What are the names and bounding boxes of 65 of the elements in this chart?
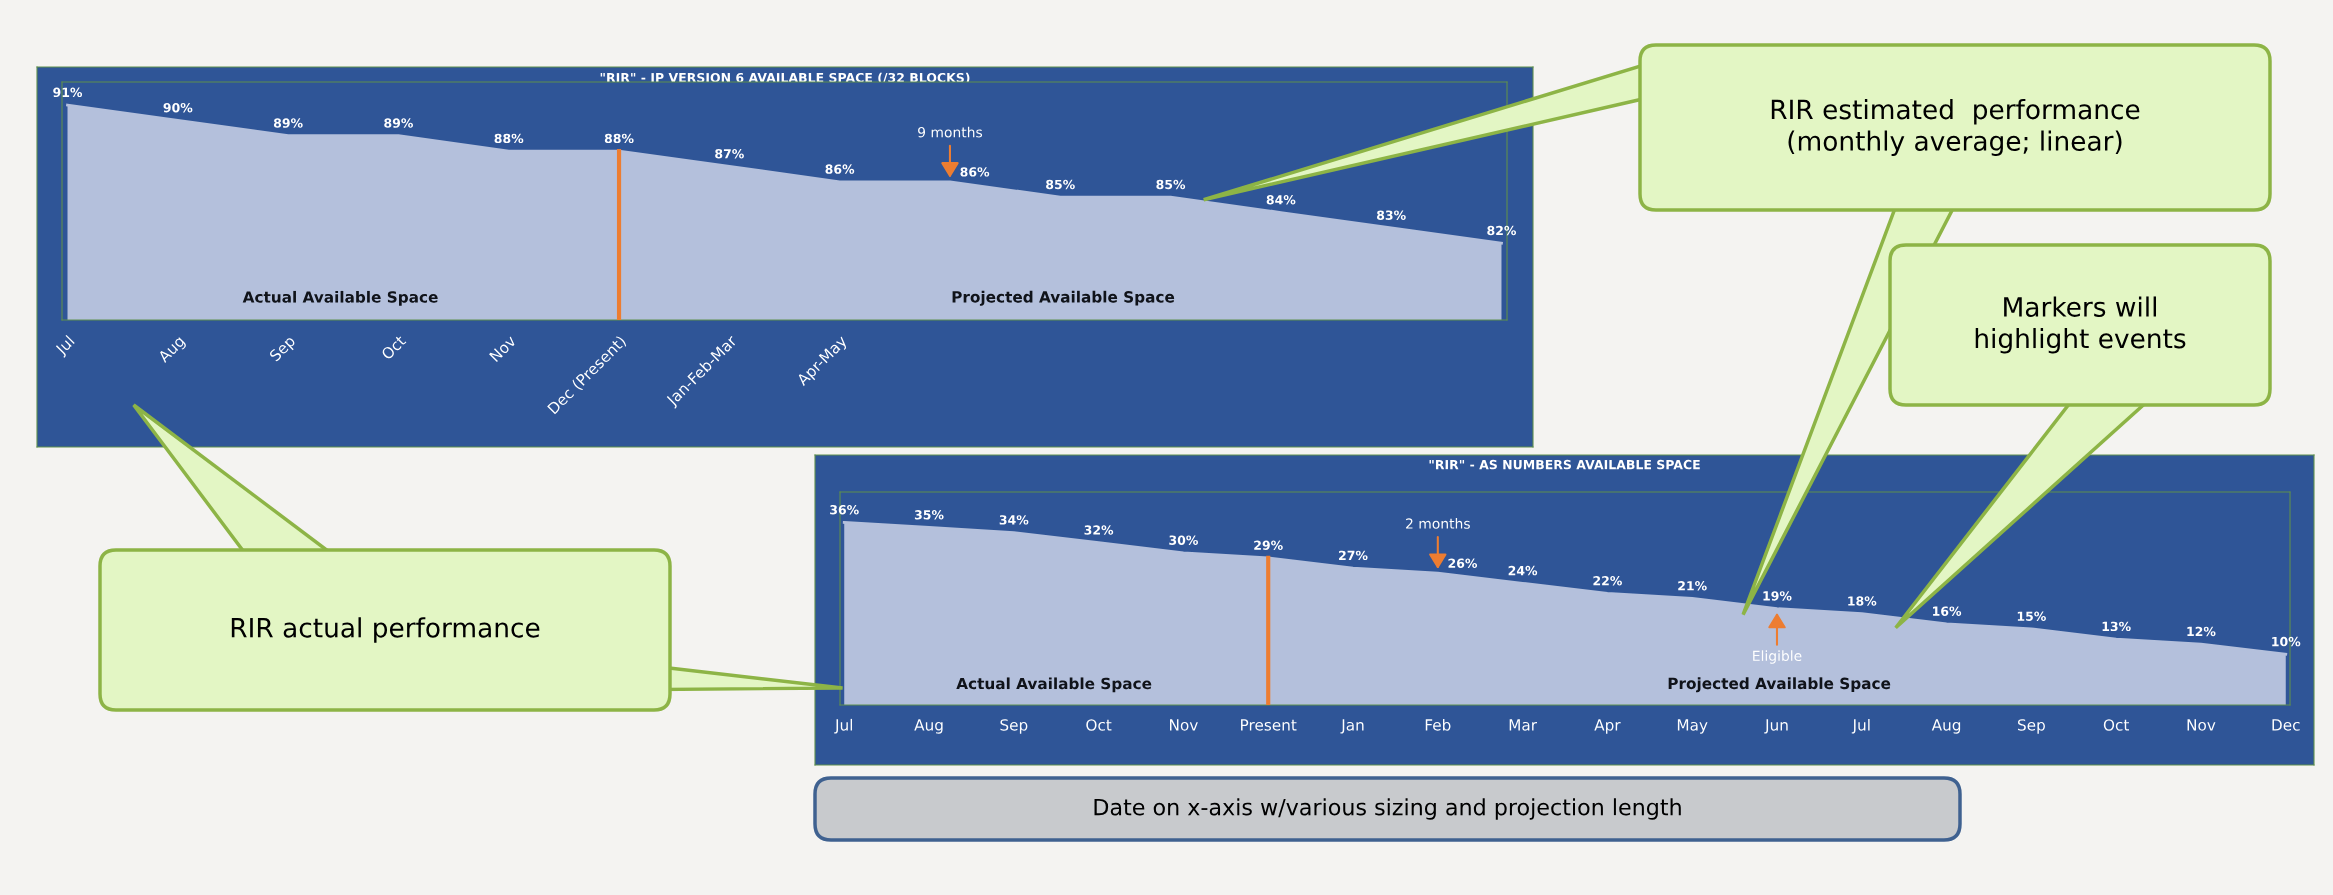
x-tick-label: May xyxy=(1677,719,1708,734)
data-label: 21% xyxy=(1678,581,1707,591)
text: RIR actual performance xyxy=(231,617,540,643)
x-tick-label: Jun xyxy=(1764,719,1788,734)
data-label: 30% xyxy=(1169,535,1198,545)
x-tick-label: Oct xyxy=(1086,719,1112,731)
data-label: 15% xyxy=(2017,611,2046,621)
x-tick-label: Sep xyxy=(2017,719,2045,734)
annotation: Actual Available Space xyxy=(956,677,1152,693)
annotation: Projected Available Space xyxy=(1668,677,1891,693)
data-label: 26% xyxy=(1448,558,1478,568)
text: RIR estimated performance (monthly average; linear) xyxy=(1771,98,2140,157)
data-label: 88% xyxy=(494,133,524,144)
chart-title: "RIR" - AS NUMBERS AVAILABLE SPACE xyxy=(1429,459,1700,470)
x-tick-label: Nov xyxy=(2187,719,2216,731)
x-tick-label: Mar xyxy=(1509,719,1538,731)
data-label: 89% xyxy=(384,118,413,128)
annotation: Actual Available Space xyxy=(242,290,438,306)
data-label: 87% xyxy=(715,149,744,159)
data-label: 34% xyxy=(999,515,1029,525)
data-label: 24% xyxy=(1508,565,1538,576)
data-label: 13% xyxy=(2102,621,2131,632)
annotation: Projected Available Space xyxy=(952,290,1175,306)
annotation: 2 months xyxy=(1406,518,1470,529)
data-label: 84% xyxy=(1266,195,1296,205)
data-label: 83% xyxy=(1376,210,1406,220)
x-tick-label: Aug xyxy=(1931,719,1961,734)
data-label: 88% xyxy=(604,133,634,144)
annotation: Eligible xyxy=(1753,650,1802,664)
data-label: 85% xyxy=(1046,179,1075,190)
text: Markers will highlight events xyxy=(1975,296,2186,354)
x-tick-label: Present xyxy=(1241,719,1297,731)
data-label: 27% xyxy=(1339,550,1368,561)
x-tick-label: Jul xyxy=(834,718,853,734)
x-tick-label: Dec xyxy=(2272,719,2300,731)
data-label: 91% xyxy=(53,87,83,98)
data-label: 82% xyxy=(1487,225,1517,236)
data-label: 12% xyxy=(2187,626,2216,637)
data-label: 90% xyxy=(163,102,193,113)
x-tick-label: Aug xyxy=(914,719,943,734)
x-tick-label: Nov xyxy=(1170,719,1198,731)
data-label: 89% xyxy=(273,118,303,128)
data-label: 85% xyxy=(1156,179,1186,190)
x-tick-label: Oct xyxy=(380,334,407,361)
text: Date on x-axis w/various sizing and projection length xyxy=(1094,798,1681,820)
annotation: 9 months xyxy=(918,126,983,138)
data-label: 10% xyxy=(2272,636,2301,647)
x-tick-label: Jul xyxy=(1851,718,1870,734)
data-label: 35% xyxy=(914,510,944,520)
x-tick-label: Sep xyxy=(268,334,298,364)
data-label: 18% xyxy=(1848,596,1877,606)
data-label: 19% xyxy=(1763,591,1792,601)
x-tick-label: Sep xyxy=(1000,719,1028,734)
data-label: 36% xyxy=(830,505,859,515)
data-label: 16% xyxy=(1933,606,1962,616)
x-tick-label: Jan xyxy=(1340,719,1364,734)
x-tick-label: Jul xyxy=(53,334,77,358)
x-tick-label: Oct xyxy=(2103,719,2130,731)
x-tick-label: Feb xyxy=(1425,718,1451,731)
data-label: 86% xyxy=(960,167,990,177)
data-label: 86% xyxy=(825,164,855,174)
data-label: 29% xyxy=(1254,540,1283,550)
x-tick-label: Apr xyxy=(1594,719,1621,734)
data-label: 22% xyxy=(1593,576,1622,586)
data-label: 32% xyxy=(1084,525,1114,535)
